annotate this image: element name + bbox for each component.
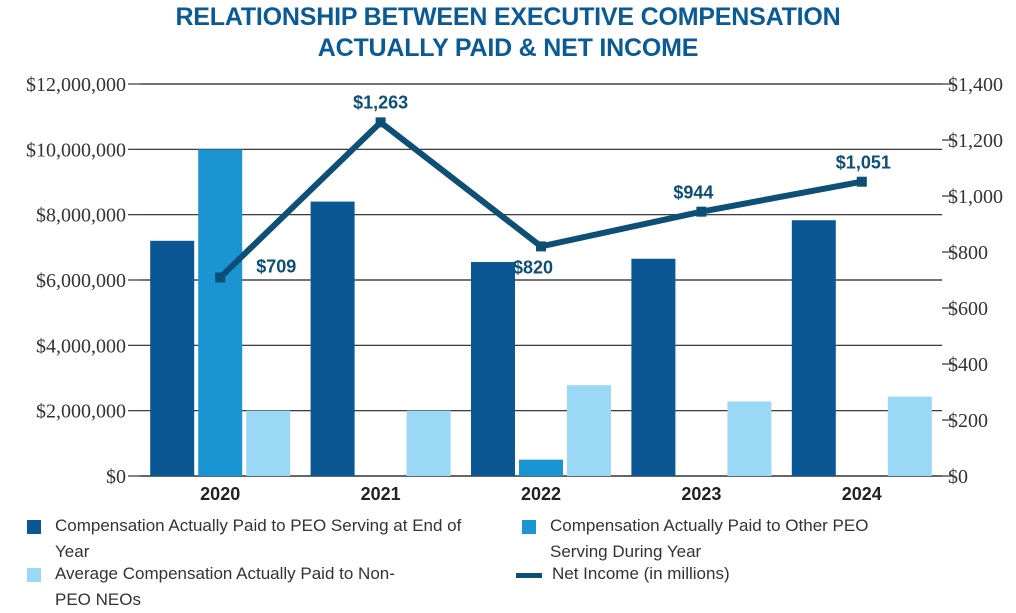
bar: [150, 240, 195, 476]
left-axis-tick-label: $8,000,000: [36, 205, 126, 227]
chart-title-line-1: RELATIONSHIP BETWEEN EXECUTIVE COMPENSAT…: [175, 3, 841, 31]
right-axis-tick-label: $400: [948, 354, 988, 376]
bar: [887, 396, 932, 476]
category-label: 2020: [200, 484, 240, 504]
bar: [567, 385, 611, 476]
right-axis-tick-label: $1,400: [948, 74, 1003, 96]
left-axis-tick-label: $0: [106, 466, 126, 488]
category-label: 2022: [521, 484, 561, 504]
net-income-point: [856, 176, 867, 187]
right-axis-tick-label: $600: [948, 298, 988, 320]
bar: [471, 262, 515, 476]
bar: [246, 410, 291, 476]
left-axis-tick-label: $2,000,000: [36, 401, 126, 423]
net-income-data-label: $709: [256, 256, 296, 276]
net-income-data-label: $944: [673, 183, 713, 203]
right-axis-tick-label: $1,200: [948, 130, 1003, 152]
left-axis-tick-label: $6,000,000: [36, 270, 126, 292]
net-income-data-label: $820: [513, 257, 553, 277]
bar: [631, 258, 676, 476]
left-axis-tick-label: $4,000,000: [36, 335, 126, 357]
left-axis-tick-label: $10,000,000: [26, 139, 126, 161]
category-label: 2024: [842, 484, 882, 504]
right-axis-tick-label: $1,000: [948, 186, 1003, 208]
left-axis-tick-label: $12,000,000: [26, 74, 126, 96]
net-income-point: [375, 117, 386, 128]
bar: [310, 201, 355, 476]
right-axis-tick-label: $0: [948, 466, 968, 488]
category-label: 2023: [681, 484, 721, 504]
net-income-point: [536, 241, 546, 252]
bar: [727, 401, 772, 476]
bar: [198, 149, 243, 477]
chart-title: RELATIONSHIP BETWEEN EXECUTIVE COMPENSAT…: [0, 2, 1016, 64]
net-income-data-label: $1,051: [836, 153, 891, 173]
right-axis-tick-label: $200: [948, 410, 988, 432]
chart-title-line-2: ACTUALLY PAID & NET INCOME: [317, 34, 699, 62]
bar: [519, 459, 563, 476]
right-axis-tick-label: $800: [948, 242, 988, 264]
bar: [406, 410, 451, 476]
bar: [791, 220, 836, 476]
net-income-point: [215, 272, 226, 283]
net-income-point: [696, 206, 707, 217]
category-label: 2021: [361, 484, 401, 504]
net-income-data-label: $1,263: [353, 92, 408, 112]
